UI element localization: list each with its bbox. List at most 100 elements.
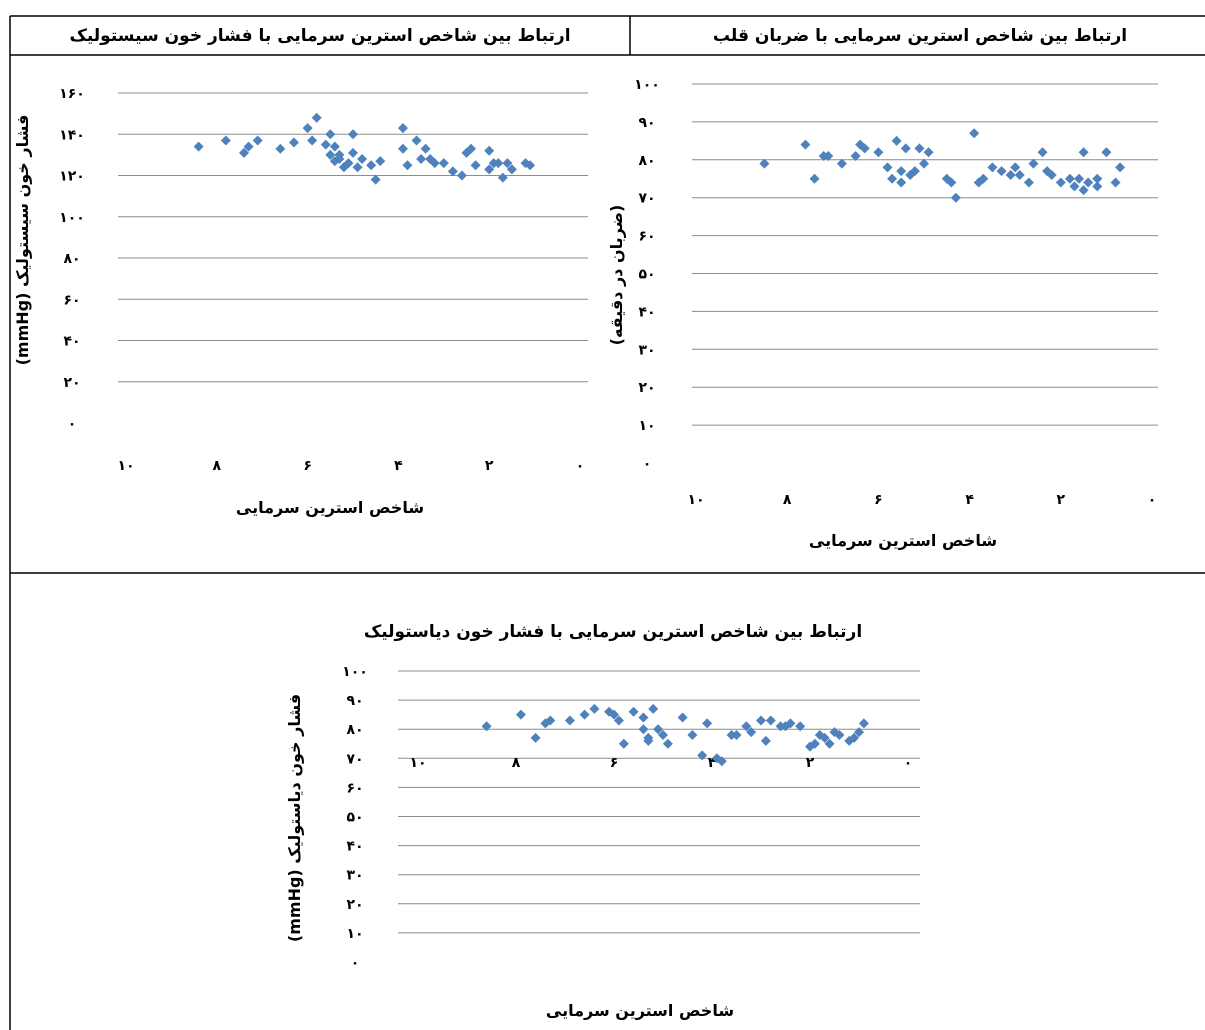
chart-heart-rate-data-point	[1064, 173, 1075, 184]
chart-heart-rate-data-point	[950, 192, 961, 203]
chart-systolic-x-tick-label: ۶	[303, 458, 312, 474]
chart-systolic-data-point	[329, 141, 340, 152]
chart-systolic-points	[193, 112, 536, 185]
chart-systolic-data-point	[402, 160, 413, 171]
chart-systolic-data-point	[243, 141, 254, 152]
chart-diastolic-x-axis-label: شاخص استرین سرمایی	[546, 1001, 734, 1020]
chart-heart-rate-data-point	[823, 151, 834, 162]
chart-diastolic-data-point	[741, 721, 752, 732]
chart-heart-rate-points	[759, 128, 1126, 203]
chart-systolic-data-point	[343, 158, 354, 169]
chart-heart-rate-data-point	[891, 135, 902, 146]
chart-heart-rate-data-point	[1037, 147, 1048, 158]
chart-systolic-data-point	[357, 154, 368, 164]
chart-diastolic-y-tick-label: ۳۰	[346, 868, 363, 884]
chart-systolic-x-ticks: ۱۰ ۸ ۶ ۴ ۲ ۰	[117, 458, 584, 474]
chart-diastolic-y-tick-label: ۷۰	[346, 751, 363, 767]
chart-heart-rate-y-tick-label: ۵۰	[638, 267, 655, 283]
chart-diastolic-title: ارتباط بین شاخص استرین سرمایی با فشار خو…	[364, 622, 862, 642]
chart-heart-rate-data-point	[914, 143, 925, 154]
chart-diastolic-y-tick-label: ۵۰	[346, 810, 363, 826]
chart-heart-rate-data-point	[850, 151, 861, 162]
chart-heart-rate-y-tick-label: ۱۰	[638, 418, 655, 434]
chart-heart-rate-data-point	[1110, 177, 1121, 188]
chart-heart-rate-title: ارتباط بین شاخص استرین سرمایی با ضربان ق…	[713, 26, 1127, 46]
chart-systolic-data-point	[375, 156, 386, 167]
chart-systolic-x-tick-label: ۲	[485, 458, 494, 474]
chart-systolic-data-point	[193, 141, 204, 152]
chart-diastolic-points	[481, 703, 869, 767]
chart-diastolic-data-point	[589, 703, 600, 714]
chart-diastolic-x-tick-label: ۲	[806, 755, 815, 771]
chart-heart-rate-data-point	[923, 147, 934, 158]
chart-heart-rate-y-axis-label: (ضربان در دقیقه)	[607, 205, 626, 346]
chart-heart-rate-data-point	[1046, 169, 1057, 180]
chart-heart-rate-data-point	[1115, 162, 1126, 173]
chart-systolic-data-point	[302, 123, 313, 134]
chart-heart-rate-y-tick-label: ۰	[643, 456, 652, 472]
chart-heart-rate-data-point	[1078, 185, 1089, 196]
chart-systolic-y-tick-label: ۱۰۰	[59, 210, 85, 226]
chart-diastolic-gridlines	[398, 670, 920, 934]
chart-heart-rate-y-tick-label: ۸۰	[638, 153, 655, 169]
chart-systolic: ارتباط بین شاخص استرین سرمایی با فشار خو…	[13, 26, 588, 517]
chart-systolic-y-tick-label: ۱۲۰	[59, 169, 85, 185]
chart-diastolic-data-point	[702, 718, 713, 729]
chart-diastolic-y-tick-label: ۴۰	[346, 839, 363, 855]
chart-heart-rate-data-point	[887, 173, 898, 184]
chart-diastolic-data-point	[809, 738, 820, 749]
chart-systolic-data-point	[502, 158, 513, 169]
chart-diastolic-data-point	[824, 738, 835, 749]
chart-heart-rate-data-point	[896, 166, 907, 177]
chart-systolic-y-tick-label: ۶۰	[63, 292, 80, 308]
chart-systolic-data-point	[275, 143, 286, 154]
chart-heart-rate-data-point	[946, 177, 957, 188]
chart-systolic-y-tick-label: ۲۰	[63, 375, 80, 391]
chart-systolic-y-tick-label: ۰	[68, 416, 77, 432]
chart-diastolic-data-point	[628, 706, 639, 717]
chart-heart-rate-data-point	[1092, 173, 1103, 184]
chart-diastolic-data-point	[481, 721, 492, 732]
chart-systolic-data-point	[420, 143, 431, 154]
chart-diastolic-data-point	[854, 727, 864, 738]
chart-heart-rate-data-point	[809, 173, 820, 184]
chart-heart-rate-x-tick-label: ۱۰	[687, 492, 704, 508]
chart-systolic-data-point	[484, 145, 495, 156]
chart-diastolic-y-tick-label: ۲۰	[346, 897, 363, 913]
chart-heart-rate-x-tick-label: ۲	[1057, 492, 1066, 508]
chart-systolic-title: ارتباط بین شاخص استرین سرمایی با فشار خو…	[69, 26, 570, 46]
chart-heart-rate-data-point	[896, 177, 907, 188]
chart-diastolic-data-point	[765, 715, 776, 726]
chart-systolic-x-tick-label: ۰	[576, 458, 585, 474]
chart-heart-rate-data-point	[1028, 158, 1039, 169]
chart-heart-rate-data-point	[1092, 181, 1103, 192]
chart-diastolic-data-point	[653, 724, 664, 735]
chart-systolic-data-point	[456, 170, 467, 181]
chart-heart-rate-data-point	[1010, 162, 1021, 173]
chart-diastolic-data-point	[609, 709, 619, 720]
chart-systolic-data-point	[352, 162, 363, 173]
chart-systolic-gridlines	[118, 92, 588, 383]
chart-systolic-data-point	[497, 172, 508, 183]
chart-systolic-y-axis-label: فشار خون سیستولیک (mmHg)	[13, 115, 32, 366]
chart-diastolic-data-point	[834, 730, 845, 741]
chart-systolic-y-tick-label: ۴۰	[63, 334, 80, 350]
chart-heart-rate-data-point	[900, 143, 911, 154]
chart-diastolic-y-tick-label: ۹۰	[346, 693, 363, 709]
chart-systolic-data-point	[348, 129, 358, 140]
chart-heart-rate-data-point	[1101, 147, 1112, 158]
chart-diastolic-y-tick-label: ۱۰	[346, 926, 363, 942]
chart-heart-rate-x-tick-label: ۴	[965, 492, 974, 508]
chart-heart-rate-data-point	[987, 162, 998, 173]
chart-heart-rate-data-point	[1083, 177, 1094, 188]
chart-systolic-data-point	[416, 154, 427, 164]
chart-diastolic-data-point	[756, 715, 766, 726]
chart-diastolic-data-point	[795, 721, 806, 732]
chart-heart-rate-data-point	[969, 128, 980, 139]
chart-systolic-x-tick-label: ۱۰	[117, 458, 134, 474]
chart-diastolic-data-point	[746, 727, 757, 738]
chart-heart-rate-data-point	[836, 158, 847, 169]
chart-diastolic-data-point	[760, 735, 771, 746]
chart-diastolic-data-point	[819, 732, 830, 743]
